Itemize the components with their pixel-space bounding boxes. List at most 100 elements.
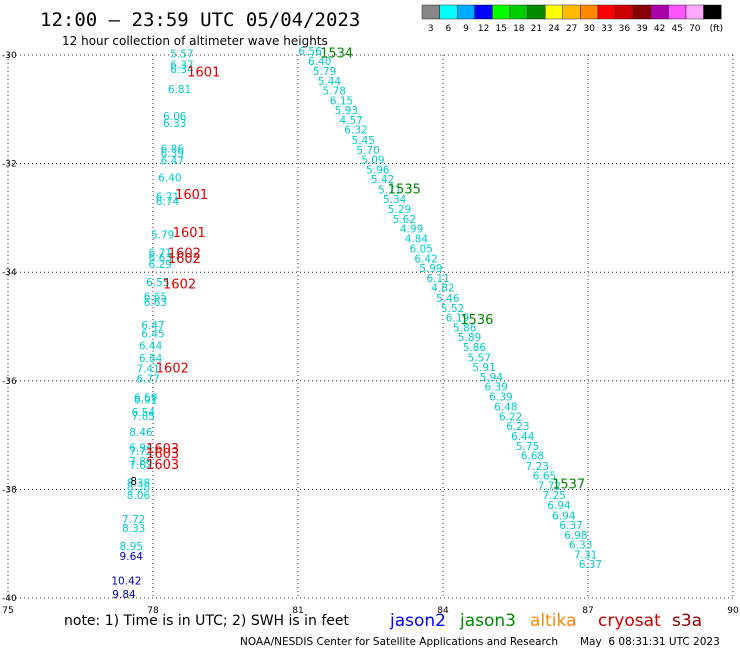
wave-height-point: 5.70 <box>356 145 379 157</box>
wave-height-point: 5.52 <box>441 303 464 315</box>
legend-swatch <box>474 4 493 20</box>
color-scale-legend: 3 6 9 12 15 18 21 24 27 30 33 36 39 42 45 70 (ft) <box>421 4 724 34</box>
legend-label: 45 <box>671 24 682 34</box>
wave-height-point: 6.56 <box>298 46 322 58</box>
pass-time-label: 1602 <box>163 277 196 292</box>
x-tick-label: 75 <box>2 606 13 616</box>
wave-height-point: 4.57 <box>339 115 362 127</box>
x-tick-label: 90 <box>727 606 739 616</box>
legend-label: 42 <box>654 24 665 34</box>
satellite-legend: jason2 jason3 altika cryosat s3a <box>389 611 702 631</box>
wave-height-point: 6.63 <box>149 252 172 264</box>
wave-height-point: 7.05 <box>132 411 155 423</box>
pass-time-label: 1601 <box>187 66 220 81</box>
wave-height-point: 5.42 <box>371 174 394 186</box>
legend-label: 3 <box>428 24 434 34</box>
wave-height-point: 6.94 <box>129 442 153 454</box>
wave-height-points: 5.576.376.346.816.066.336.866.396.476.40… <box>111 46 602 601</box>
wave-height-point: 6.11 <box>426 273 449 285</box>
wave-height-point: 6.98 <box>564 530 587 542</box>
wave-height-point: 6.37 <box>559 520 582 532</box>
legend-swatch <box>509 4 528 20</box>
wave-height-point: 8.33 <box>122 523 145 535</box>
wave-height-point: 7.62 <box>129 460 152 472</box>
wave-height-point: 6.42 <box>414 253 437 265</box>
wave-height-point: 7.72 <box>538 480 561 492</box>
wave-height-point: 5.09 <box>361 155 384 167</box>
wave-height-point: 6.54 <box>132 407 156 419</box>
wave-height-point: 8 <box>130 476 137 488</box>
wave-height-point: 6.06 <box>163 111 187 123</box>
legend-label: 9 <box>463 24 469 34</box>
wave-height-point: 6.39 <box>484 382 507 394</box>
legend-label: 36 <box>619 24 631 34</box>
chart-title: 12:00 – 23:59 UTC 05/04/2023 <box>40 9 360 31</box>
wave-height-point: 7.72 <box>129 446 152 458</box>
satellite-label: cryosat <box>598 611 661 631</box>
wave-height-point: 6.05 <box>410 244 433 256</box>
wave-height-point: 5.34 <box>383 194 407 206</box>
pass-time-label: 1602 <box>168 252 201 267</box>
wave-height-point: 6.71 <box>156 192 179 204</box>
wave-height-point: 9.84 <box>112 589 136 601</box>
legend-swatch <box>527 4 546 20</box>
legend-swatch <box>668 4 687 20</box>
wave-height-point: 6.55 <box>146 277 169 289</box>
legend-swatch <box>633 4 652 20</box>
pass-time-label: 1601 <box>175 188 208 203</box>
legend-label: 70 <box>689 24 701 34</box>
wave-height-point: 6.40 <box>308 56 331 68</box>
chart-subtitle: 12 hour collection of altimeter wave hei… <box>62 34 328 48</box>
wave-height-point: 5.46 <box>436 293 460 305</box>
wave-height-point: 6.74 <box>156 196 180 208</box>
wave-height-point: 5.91 <box>472 362 495 374</box>
wave-height-point: 6.81 <box>168 84 191 96</box>
wave-height-point: 5.79 <box>151 230 174 242</box>
wave-height-point: 6.19 <box>446 313 469 325</box>
wave-height-point: 6.34 <box>170 64 194 76</box>
wave-height-point: 6.44 <box>511 431 535 443</box>
y-tick-label: -32 <box>2 160 17 170</box>
wave-height-point: 5.96 <box>366 164 390 176</box>
pass-time-label: 1536 <box>460 313 493 328</box>
wave-height-point: 6.23 <box>506 421 529 433</box>
wave-height-point: 7.41 <box>136 364 159 376</box>
legend-label: (ft) <box>710 24 724 34</box>
wave-height-point: 5.29 <box>388 204 411 216</box>
wave-height-point: 6.68 <box>521 451 544 463</box>
wave-height-point: 6.63 <box>144 297 167 309</box>
wave-height-point: 6.84 <box>139 353 163 365</box>
pass-time-label: 1602 <box>156 362 189 377</box>
x-tick-label: 87 <box>582 606 593 616</box>
pass-time-label: 1534 <box>320 47 353 62</box>
wave-height-point: 6.47 <box>141 320 164 332</box>
wave-height-point: 5.57 <box>468 352 491 364</box>
wave-height-point: 6.32 <box>344 125 367 137</box>
legend-swatch <box>580 4 599 20</box>
wave-height-point: 5.75 <box>516 441 539 453</box>
wave-height-point: 5.44 <box>318 76 342 88</box>
x-tick-label: 84 <box>437 606 449 616</box>
legend-swatch <box>457 4 476 20</box>
legend-swatch <box>421 4 440 20</box>
pass-time-label: 1601 <box>173 226 206 241</box>
wave-height-point: 5.86 <box>453 322 477 334</box>
footer-note: note: 1) Time is in UTC; 2) SWH is in fe… <box>64 613 350 629</box>
wave-height-point: 6.65 <box>533 471 556 483</box>
pass-time-label: 1603 <box>146 442 179 457</box>
y-tick-label: -38 <box>2 485 17 495</box>
wave-height-point: 5.71 <box>378 184 401 196</box>
wave-height-point: 5.57 <box>170 49 193 61</box>
timestamp: May 6 08:31:31 UTC 2023 <box>580 636 720 648</box>
pass-time-label: 1602 <box>168 247 201 262</box>
wave-height-point: 5.94 <box>480 372 504 384</box>
wave-height-point: 6.29 <box>149 259 172 271</box>
x-tick-label: 78 <box>147 606 159 616</box>
wave-height-point: 8.38 <box>127 478 150 490</box>
legend-swatch <box>703 4 722 20</box>
plot-grid <box>7 54 734 599</box>
legend-swatch <box>545 4 564 20</box>
satellite-label: jason2 <box>389 611 446 631</box>
wave-height-point: 5.86 <box>463 342 487 354</box>
